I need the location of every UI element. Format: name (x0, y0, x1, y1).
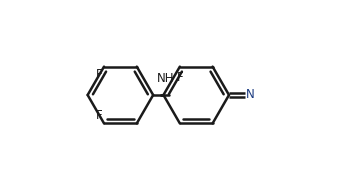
Text: F: F (176, 71, 183, 84)
Text: NH: NH (157, 72, 175, 85)
Text: F: F (95, 109, 102, 122)
Text: F: F (95, 68, 102, 81)
Text: N: N (246, 89, 255, 101)
